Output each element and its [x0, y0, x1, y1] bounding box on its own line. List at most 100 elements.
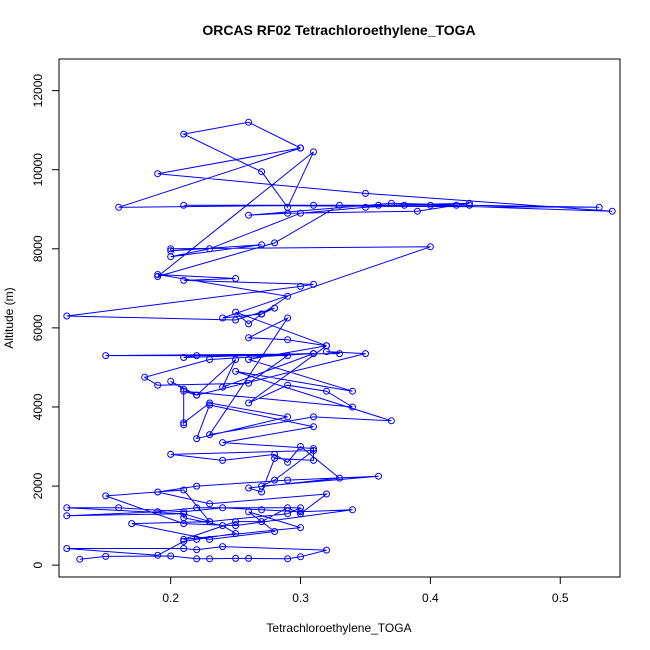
data-point [245, 484, 253, 492]
chart-title: ORCAS RF02 Tetrachloroethylene_TOGA [202, 22, 475, 38]
data-point [180, 201, 188, 209]
data-point [608, 207, 616, 215]
data-point [180, 535, 188, 543]
data-point [310, 148, 317, 156]
data-series [63, 118, 616, 563]
data-point [465, 201, 473, 209]
data-point [336, 350, 343, 358]
data-point [102, 552, 110, 560]
data-point [284, 292, 292, 300]
x-tick-label: 0.5 [552, 591, 569, 605]
data-point [400, 201, 408, 209]
data-point [297, 282, 304, 290]
y-axis-label: Altitude (m) [2, 287, 16, 348]
data-point [297, 553, 304, 561]
y-axis: 0 2000 4000 6000 8000 10000 12000 [31, 74, 60, 568]
data-point [336, 201, 343, 209]
data-point [245, 508, 253, 516]
data-point [180, 520, 188, 528]
data-point [310, 456, 317, 464]
data-point [258, 506, 266, 514]
data-point [219, 522, 227, 530]
data-point [206, 401, 214, 409]
data-point [232, 522, 240, 530]
y-tick-label: 6000 [31, 314, 45, 341]
y-tick-label: 2000 [31, 472, 45, 499]
data-point [271, 528, 279, 535]
data-point [297, 443, 304, 450]
data-point [323, 546, 330, 554]
data-point [245, 399, 253, 407]
data-point [349, 506, 356, 514]
data-point [387, 199, 395, 207]
data-point [128, 520, 136, 528]
data-point [115, 203, 123, 211]
data-point [154, 381, 162, 389]
data-point [232, 356, 240, 363]
data-point [297, 508, 304, 516]
data-point [232, 530, 240, 537]
data-point [167, 253, 175, 261]
data-point [180, 486, 188, 494]
data-point [180, 508, 188, 516]
data-point [193, 482, 201, 490]
data-point [284, 314, 292, 322]
data-point [465, 199, 473, 207]
data-point [193, 535, 201, 543]
data-point [245, 356, 253, 363]
data-point [362, 350, 369, 358]
data-point [271, 304, 279, 312]
data-point [310, 201, 317, 209]
data-point [167, 552, 175, 560]
data-point [375, 201, 382, 209]
data-point [310, 447, 317, 454]
data-point [206, 245, 214, 253]
data-point [154, 508, 162, 516]
data-point [284, 476, 292, 484]
data-point [206, 500, 214, 508]
data-point [167, 450, 175, 458]
data-point [154, 170, 162, 178]
x-tick-label: 0.3 [292, 591, 309, 605]
data-point [297, 144, 304, 152]
data-point [362, 189, 369, 197]
data-point [258, 241, 266, 249]
data-point [206, 535, 214, 543]
data-point [595, 203, 603, 211]
x-axis-label: Tetrachloroethylene_TOGA [266, 621, 411, 635]
data-point [245, 211, 253, 219]
data-point [219, 456, 227, 464]
data-point [297, 209, 304, 217]
data-point [232, 316, 240, 324]
y-tick-label: 12000 [31, 74, 45, 108]
data-point [154, 551, 162, 559]
data-point [245, 334, 253, 342]
data-point [180, 130, 188, 138]
data-point [63, 512, 71, 520]
data-point [426, 201, 434, 209]
data-point [219, 504, 227, 512]
data-point [102, 352, 110, 360]
data-point [193, 555, 201, 563]
data-point [452, 201, 460, 209]
data-point [297, 510, 304, 518]
data-point [154, 271, 162, 278]
data-point [426, 243, 434, 251]
data-point [271, 476, 279, 484]
x-tick-label: 0.4 [422, 591, 439, 605]
data-point [310, 280, 317, 288]
data-point [323, 342, 330, 350]
data-point [180, 419, 188, 427]
data-point [413, 207, 421, 215]
data-point [63, 312, 71, 320]
y-tick-label: 0 [31, 561, 45, 568]
data-point [284, 413, 292, 421]
data-point [245, 379, 253, 387]
data-point [284, 336, 292, 344]
data-point [219, 439, 227, 447]
data-point [349, 403, 356, 411]
data-point [271, 450, 279, 458]
data-point [271, 239, 279, 247]
y-tick-label: 4000 [31, 393, 45, 420]
data-point [206, 518, 214, 526]
